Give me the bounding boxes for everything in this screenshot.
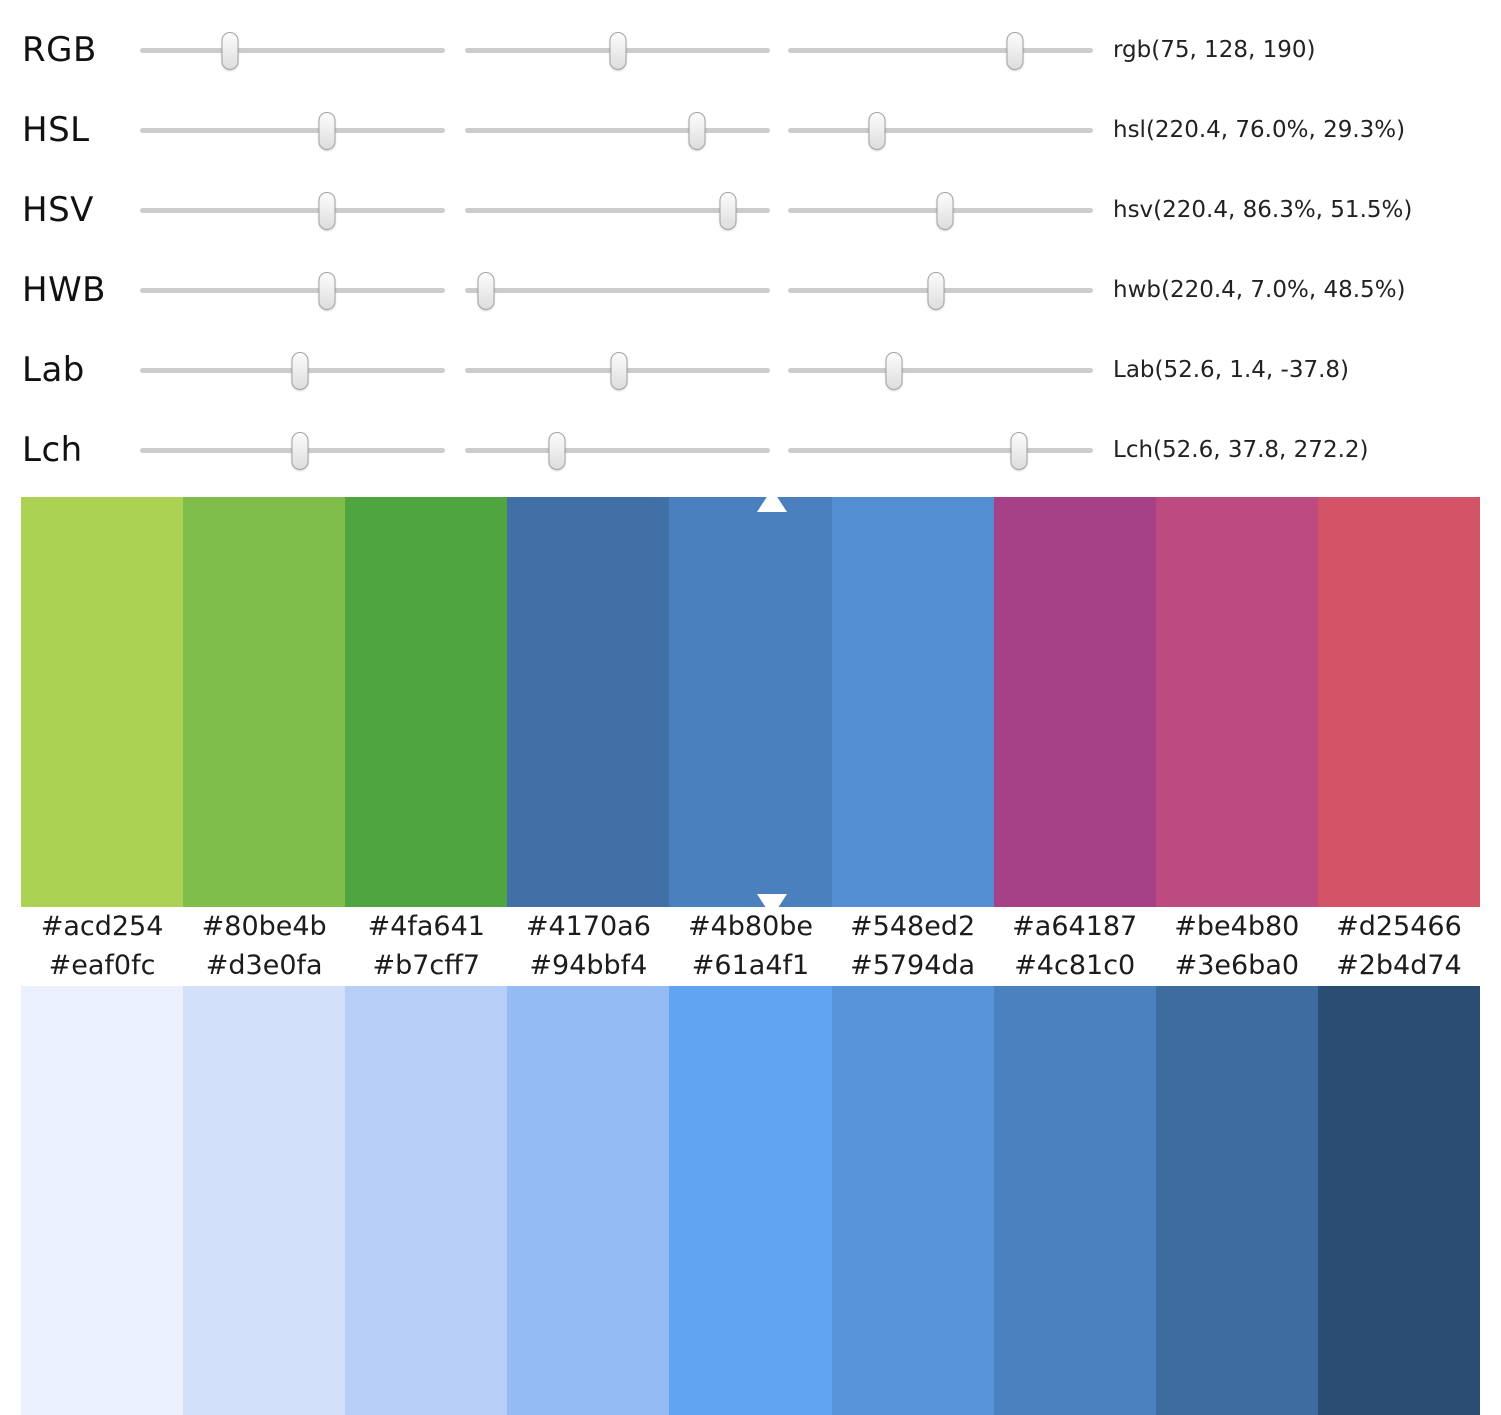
slider-thumb[interactable] [291, 351, 309, 390]
hex-label: #548ed2 [850, 911, 976, 942]
slider-track[interactable] [788, 431, 1093, 470]
color-value-text: rgb(75, 128, 190) [1113, 37, 1316, 63]
lightness-hex-labels: #eaf0fc #d3e0fa #b7cff7 #94bbf4 #61a4f1 … [21, 948, 1480, 986]
slider-row: RGB rgb(75, 128, 190) [0, 28, 1501, 72]
hue-hex-labels: #acd254 #80be4b #4fa641 #4170a6 #4b80be … [21, 906, 1480, 948]
palette-swatch[interactable] [1317, 497, 1480, 907]
hex-label: #be4b80 [1174, 911, 1300, 942]
hex-label: #3e6ba0 [1174, 950, 1300, 981]
slider-track[interactable] [465, 431, 770, 470]
color-value-text: Lab(52.6, 1.4, -37.8) [1113, 357, 1349, 383]
palette-swatch[interactable] [507, 986, 670, 1415]
hex-label: #80be4b [201, 911, 327, 942]
palette-swatch[interactable] [831, 986, 994, 1415]
slider-thumb[interactable] [936, 191, 954, 230]
hex-label: #94bbf4 [529, 950, 648, 981]
slider-thumb[interactable] [221, 31, 239, 70]
selection-notch-top [757, 489, 787, 512]
slider-thumb[interactable] [688, 111, 706, 150]
palette-swatch[interactable] [21, 986, 184, 1415]
slider-thumb[interactable] [609, 31, 627, 70]
slider-track[interactable] [465, 351, 770, 390]
slider-thumb[interactable] [719, 191, 737, 230]
colorspace-label: Lch [22, 430, 83, 470]
hex-label: #61a4f1 [691, 950, 810, 981]
palette-swatch[interactable] [669, 986, 832, 1415]
slider-track[interactable] [465, 191, 770, 230]
slider-track[interactable] [788, 351, 1093, 390]
slider-thumb[interactable] [318, 191, 336, 230]
slider-track[interactable] [788, 271, 1093, 310]
lightness-palette-strip [21, 986, 1480, 1415]
hex-label: #a64187 [1012, 911, 1138, 942]
slider-row: Lab Lab(52.6, 1.4, -37.8) [0, 348, 1501, 392]
slider-thumb[interactable] [927, 271, 945, 310]
hex-label: #4fa641 [367, 911, 485, 942]
hex-label: #b7cff7 [372, 950, 481, 981]
palette-swatch[interactable] [507, 497, 670, 907]
palette-swatch[interactable] [1155, 986, 1318, 1415]
hue-palette-strip [21, 489, 1480, 917]
slider-thumb[interactable] [548, 431, 566, 470]
palette-swatch[interactable] [831, 497, 994, 907]
slider-track[interactable] [140, 431, 445, 470]
slider-thumb[interactable] [477, 271, 495, 310]
slider-track[interactable] [140, 191, 445, 230]
hex-label: #d25466 [1336, 911, 1462, 942]
hex-label: #d3e0fa [205, 950, 323, 981]
slider-track[interactable] [140, 351, 445, 390]
palette-swatch[interactable] [345, 497, 508, 907]
colorspace-label: RGB [22, 30, 97, 70]
slider-row: HSL hsl(220.4, 76.0%, 29.3%) [0, 108, 1501, 152]
color-value-text: Lch(52.6, 37.8, 272.2) [1113, 437, 1369, 463]
slider-track[interactable] [465, 271, 770, 310]
hex-label: #2b4d74 [1336, 950, 1462, 981]
hex-label: #4170a6 [525, 911, 651, 942]
hex-label: #4b80be [687, 911, 814, 942]
palette-swatch[interactable] [1317, 986, 1480, 1415]
color-value-text: hsv(220.4, 86.3%, 51.5%) [1113, 197, 1413, 223]
hex-label: #eaf0fc [48, 950, 156, 981]
slider-thumb[interactable] [610, 351, 628, 390]
colorspace-label: HWB [22, 270, 107, 310]
slider-thumb[interactable] [318, 111, 336, 150]
slider-thumb[interactable] [1010, 431, 1028, 470]
color-value-text: hwb(220.4, 7.0%, 48.5%) [1113, 277, 1406, 303]
slider-track[interactable] [788, 111, 1093, 150]
slider-thumb[interactable] [868, 111, 886, 150]
slider-track[interactable] [140, 31, 445, 70]
colorspace-label: Lab [22, 350, 85, 390]
slider-thumb[interactable] [1006, 31, 1024, 70]
hex-label: #acd254 [40, 911, 164, 942]
colorspace-label: HSV [22, 190, 94, 230]
slider-track[interactable] [465, 31, 770, 70]
slider-row: HSV hsv(220.4, 86.3%, 51.5%) [0, 188, 1501, 232]
slider-thumb[interactable] [291, 431, 309, 470]
slider-thumb[interactable] [318, 271, 336, 310]
palette-swatch[interactable] [993, 986, 1156, 1415]
slider-track[interactable] [140, 111, 445, 150]
slider-track[interactable] [788, 191, 1093, 230]
palette-swatch[interactable] [993, 497, 1156, 907]
slider-track[interactable] [465, 111, 770, 150]
slider-thumb[interactable] [885, 351, 903, 390]
palette-swatch[interactable] [669, 497, 832, 907]
hex-label: #4c81c0 [1014, 950, 1136, 981]
color-value-text: hsl(220.4, 76.0%, 29.3%) [1113, 117, 1406, 143]
palette-swatch[interactable] [1155, 497, 1318, 907]
palette-swatch[interactable] [21, 497, 184, 907]
palette-swatch[interactable] [345, 986, 508, 1415]
palette-swatch[interactable] [183, 497, 346, 907]
slider-row: Lch Lch(52.6, 37.8, 272.2) [0, 428, 1501, 472]
slider-track[interactable] [140, 271, 445, 310]
palette-swatch[interactable] [183, 986, 346, 1415]
hex-label: #5794da [850, 950, 976, 981]
selection-notch-bottom [757, 894, 787, 917]
colorspace-label: HSL [22, 110, 90, 150]
slider-row: HWB hwb(220.4, 7.0%, 48.5%) [0, 268, 1501, 312]
slider-track[interactable] [788, 31, 1093, 70]
